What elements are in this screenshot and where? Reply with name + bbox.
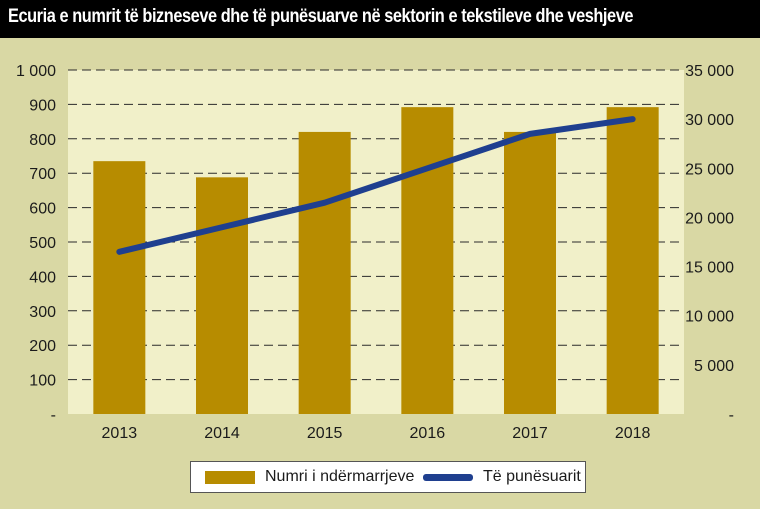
- legend-line-swatch: [423, 474, 473, 481]
- bar-2016: [401, 107, 454, 414]
- right-tick-label: 10 000: [685, 309, 734, 326]
- right-tick-label: 15 000: [685, 260, 734, 277]
- title-bar: Ecuria e numrit të bizneseve dhe të punë…: [0, 0, 760, 38]
- legend: Numri i ndërmarrjeve Të punësuarit: [190, 461, 586, 493]
- x-tick-label: 2017: [512, 425, 548, 442]
- gridlines: [68, 69, 684, 381]
- right-tick-label: 35 000: [685, 63, 734, 80]
- x-tick-label: 2013: [102, 425, 138, 442]
- bar-2013: [93, 161, 146, 414]
- right-tick-label: 5 000: [694, 358, 734, 375]
- left-tick-label: 200: [29, 338, 56, 355]
- left-tick-label: 100: [29, 373, 56, 390]
- left-tick-label: -: [51, 407, 56, 424]
- x-tick-label: 2015: [307, 425, 343, 442]
- bar-2017: [504, 131, 556, 415]
- left-axis-ticks: - 100 200 300 400 500 600 700 800 900 1 000: [16, 63, 56, 424]
- bar-series: [93, 107, 659, 415]
- right-tick-label: 20 000: [685, 210, 734, 227]
- left-tick-label: 800: [29, 132, 56, 149]
- x-axis-ticks: 2013 2014 2015 2016 2017 2018: [102, 425, 651, 442]
- line-series: [116, 116, 636, 255]
- bar-2018: [606, 107, 659, 414]
- right-axis-ticks: - 5 000 10 000 15 000 20 000 25 000 30 000 35 0…: [685, 63, 734, 424]
- right-tick-label: 25 000: [685, 161, 734, 178]
- left-tick-label: 400: [29, 269, 56, 286]
- bar-2015: [298, 131, 351, 415]
- left-tick-label: 900: [29, 97, 56, 114]
- line-te-punesuarit: [116, 116, 636, 255]
- left-tick-label: 1 000: [16, 63, 56, 80]
- right-tick-label: 30 000: [685, 112, 734, 129]
- left-tick-label: 700: [29, 166, 56, 183]
- right-tick-label: -: [729, 407, 734, 424]
- chart-plot: - 100 200 300 400 500 600 700 800 900 1 000 - 5 000…: [16, 63, 734, 442]
- bar-2014: [196, 177, 248, 414]
- chart-title: Ecuria e numrit të bizneseve dhe të punë…: [8, 6, 634, 27]
- legend-bar-swatch: [205, 471, 255, 484]
- left-tick-label: 500: [29, 235, 56, 252]
- legend-bar-label: Numri i ndërmarrjeve: [265, 468, 415, 485]
- x-tick-label: 2018: [615, 425, 651, 442]
- x-tick-label: 2014: [204, 425, 240, 442]
- left-tick-label: 600: [29, 201, 56, 218]
- left-tick-label: 300: [29, 304, 56, 321]
- legend-line-label: Të punësuarit: [483, 468, 581, 485]
- x-tick-label: 2016: [410, 425, 446, 442]
